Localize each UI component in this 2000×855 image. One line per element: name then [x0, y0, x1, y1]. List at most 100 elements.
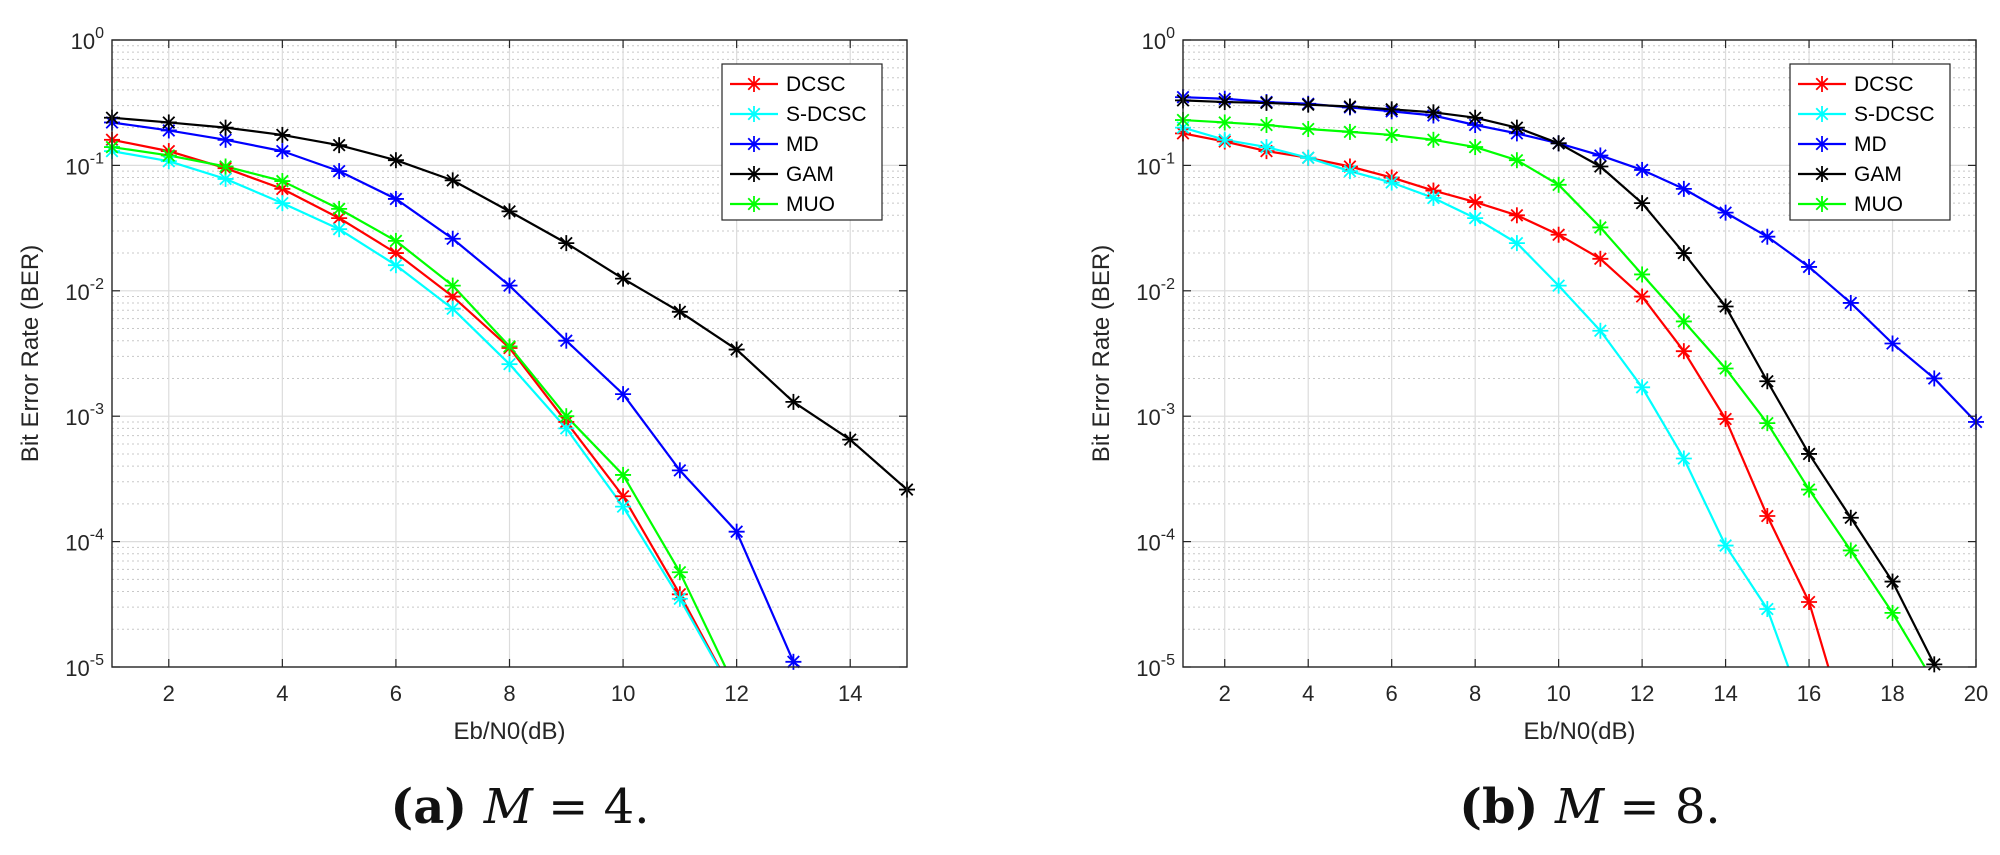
marker-stroke: [389, 234, 403, 248]
series-line-muo: [112, 145, 727, 667]
marker-stroke: [219, 133, 232, 147]
marker-stroke: [389, 153, 403, 167]
legend-label: S-DCSC: [786, 103, 867, 126]
marker-stroke: [616, 489, 630, 503]
marker-stroke: [1468, 140, 1482, 154]
legend-entry-dcsc: DCSC: [1798, 73, 1914, 96]
marker-stroke: [730, 525, 744, 539]
y-tick-label: 10-5: [1136, 652, 1175, 681]
marker-stroke: [1677, 344, 1691, 358]
marker-stroke: [787, 395, 800, 409]
data-point-gam: [1801, 445, 1818, 462]
marker-stroke: [1802, 595, 1816, 609]
x-axis-label: Eb/N0(dB): [1523, 718, 1635, 745]
marker-stroke: [1260, 118, 1273, 132]
marker-stroke: [275, 174, 289, 188]
y-tick-label: 10-4: [1136, 527, 1175, 556]
data-point-s-dcsc: [615, 498, 632, 515]
marker-stroke: [503, 340, 516, 353]
data-point-gam: [728, 341, 745, 358]
marker-stroke: [1343, 164, 1357, 178]
ticks: 2 4 6 8 10 12 14 16 18 20 100 10-1 10-2 10-3 10-4 10-5: [1136, 25, 1988, 706]
legend-label: MD: [1854, 133, 1887, 156]
legend-entry-md: MD: [1798, 133, 1887, 156]
marker-stroke: [1468, 111, 1482, 125]
marker-stroke: [1552, 136, 1566, 150]
marker-stroke: [389, 258, 403, 272]
data-point-muo: [1801, 481, 1818, 498]
marker-stroke: [1760, 602, 1774, 616]
data-point-dcsc: [1592, 250, 1609, 267]
data-point-gam: [1842, 509, 1859, 526]
marker-stroke: [162, 149, 176, 162]
x-tick-label: 8: [1469, 681, 1481, 706]
legend-entry-gam: GAM: [1798, 163, 1902, 186]
caption: (a) M = 4.: [391, 779, 650, 835]
legend-marker-stroke: [1815, 137, 1829, 151]
marker-stroke: [1301, 98, 1315, 112]
data-point-s-dcsc: [331, 221, 348, 238]
marker-stroke: [1677, 182, 1691, 196]
data-point-gam: [785, 393, 802, 410]
legend-entry-gam: GAM: [730, 163, 834, 186]
legend-entry-muo: MUO: [730, 193, 835, 216]
data-point-gam: [217, 119, 234, 136]
marker-stroke: [616, 387, 630, 401]
legend-entry-s-dcsc: S-DCSC: [1798, 103, 1935, 126]
data-point-muo: [1216, 114, 1233, 131]
marker-stroke: [1719, 412, 1732, 426]
x-tick-label: 16: [1797, 681, 1821, 706]
marker-stroke: [559, 409, 573, 423]
marker-stroke: [275, 128, 289, 142]
data-point-md: [444, 230, 461, 247]
data-point-muo: [1884, 604, 1901, 621]
marker-stroke: [1552, 228, 1566, 242]
marker-stroke: [1927, 372, 1941, 385]
data-point-s-dcsc: [671, 590, 688, 607]
data-point-dcsc: [1550, 226, 1567, 243]
y-axis-label: Bit Error Rate (BER): [17, 245, 44, 462]
marker-stroke: [1552, 178, 1566, 192]
marker-stroke: [1301, 122, 1315, 136]
marker-stroke: [1510, 236, 1524, 250]
y-tick-label: 10-2: [65, 276, 104, 305]
legend-label: GAM: [1854, 163, 1902, 186]
x-tick-label: 2: [1219, 681, 1231, 706]
data-point-gam: [1300, 96, 1317, 113]
data-point-md: [1884, 335, 1901, 352]
data-point-s-dcsc: [387, 257, 404, 274]
data-point-muo: [1508, 152, 1525, 169]
marker-stroke: [673, 592, 687, 606]
marker-stroke: [616, 468, 630, 482]
x-tick-label: 2: [163, 681, 175, 706]
series-line-s-dcsc: [1183, 126, 1790, 667]
data-point-gam: [1467, 109, 1484, 126]
data-point-md: [1926, 370, 1943, 387]
data-point-gam: [1550, 135, 1567, 152]
legend-marker-stroke: [1815, 197, 1829, 211]
y-tick-label: 100: [71, 25, 104, 54]
data-point-md: [274, 143, 291, 160]
marker-stroke: [503, 279, 516, 293]
marker-stroke: [1260, 140, 1273, 154]
legend-marker-stroke: [1815, 107, 1829, 121]
legend: DCSC S-DCSC MD GAM MUO: [721, 63, 883, 221]
marker-stroke: [1510, 153, 1524, 167]
marker-stroke: [275, 144, 289, 158]
y-tick-label: 10-1: [65, 150, 104, 179]
y-tick-label: 10-5: [65, 652, 104, 681]
marker-stroke: [1844, 544, 1858, 557]
data-point-gam: [558, 235, 575, 252]
data-point-muo: [1634, 266, 1651, 283]
legend-label: GAM: [786, 163, 834, 186]
y-tick-label: 10-4: [65, 527, 104, 556]
marker-stroke: [1719, 362, 1732, 375]
data-point-muo: [387, 232, 404, 249]
data-point-muo: [558, 408, 575, 425]
x-tick-label: 12: [724, 681, 748, 706]
x-tick-label: 10: [611, 681, 635, 706]
marker-stroke: [1886, 575, 1899, 588]
marker-stroke: [503, 357, 516, 371]
x-tick-label: 14: [1713, 681, 1737, 706]
